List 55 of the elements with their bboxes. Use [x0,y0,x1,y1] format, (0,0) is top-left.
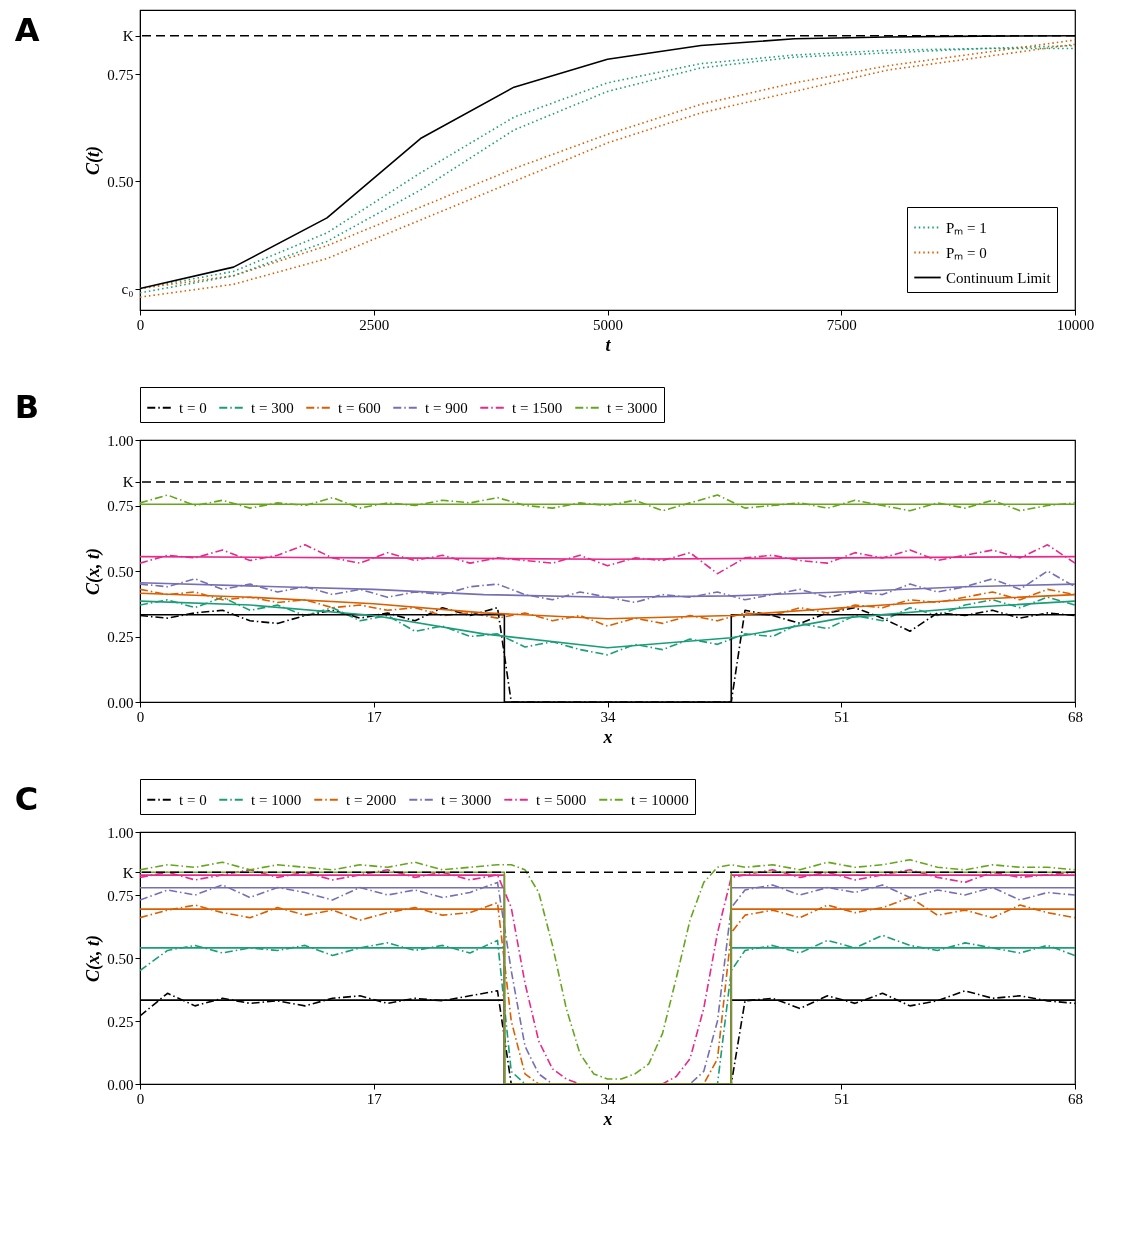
y-tick-label: 0.75 [107,498,134,514]
legend-label: Pₘ = 0 [946,244,987,261]
legend-label: t = 300 [251,399,294,416]
y-tick-label: K [122,28,134,45]
y-tick-label: 0.25 [107,629,134,645]
x-tick-label: 51 [834,708,850,725]
x-tick-label: 2500 [359,316,390,333]
legend-label: Pₘ = 1 [946,219,987,236]
legend-label: t = 5000 [536,791,587,808]
y-tick-label: 1.00 [107,824,134,841]
text: B [14,387,40,426]
y-tick-label: 0.25 [107,1013,134,1030]
y-tick-label: 0.75 [107,887,134,904]
x-tick-label: 5000 [593,316,623,333]
text: C [14,779,39,818]
legend-label: t = 0 [179,791,207,808]
x-tick-label: 10000 [1056,316,1095,333]
x-tick-label: 0 [136,708,145,725]
y-tick-label: 0.50 [107,950,134,967]
legend-label: t = 1000 [251,791,302,808]
y-axis-title: C(x, t) [83,548,105,595]
x-tick-label: 7500 [826,316,857,333]
x-axis-title: x [602,1108,613,1129]
x-axis-title: t [605,334,612,355]
y-tick-label: c₀ [121,281,134,298]
y-axis-title: C(t) [83,146,105,175]
x-tick-label: 0 [136,316,145,333]
y-tick-label: 1.00 [107,432,134,449]
legend-label: t = 3000 [607,399,658,416]
legend-label: t = 3000 [441,791,492,808]
x-tick-label: 68 [1068,708,1083,725]
legend-label: t = 900 [425,399,468,416]
x-tick-label: 34 [600,1090,616,1107]
text: A [14,11,40,49]
legend-label: t = 1500 [512,399,563,416]
legend-label: t = 600 [338,399,381,416]
legend-label: t = 10000 [631,791,689,808]
legend-label: Continuum Limit [946,269,1052,286]
y-tick-label: 0.75 [107,66,134,83]
y-tick-label: 0.00 [107,694,134,711]
x-tick-label: 17 [366,1090,383,1107]
x-tick-label: 17 [366,708,383,725]
x-axis-title: x [602,726,613,747]
legend-label: t = 2000 [346,791,397,808]
x-tick-label: 34 [600,708,616,725]
x-tick-label: 0 [136,1090,145,1107]
y-tick-label: 0.50 [107,173,134,190]
y-tick-label: 0.00 [107,1076,134,1093]
legend-label: t = 0 [179,399,207,416]
y-axis-title: C(x, t) [83,935,105,982]
y-tick-label: K [122,864,134,881]
y-tick-label: K [122,474,134,491]
x-tick-label: 51 [834,1090,850,1107]
x-tick-label: 68 [1068,1090,1083,1107]
y-tick-label: 0.50 [107,563,134,580]
